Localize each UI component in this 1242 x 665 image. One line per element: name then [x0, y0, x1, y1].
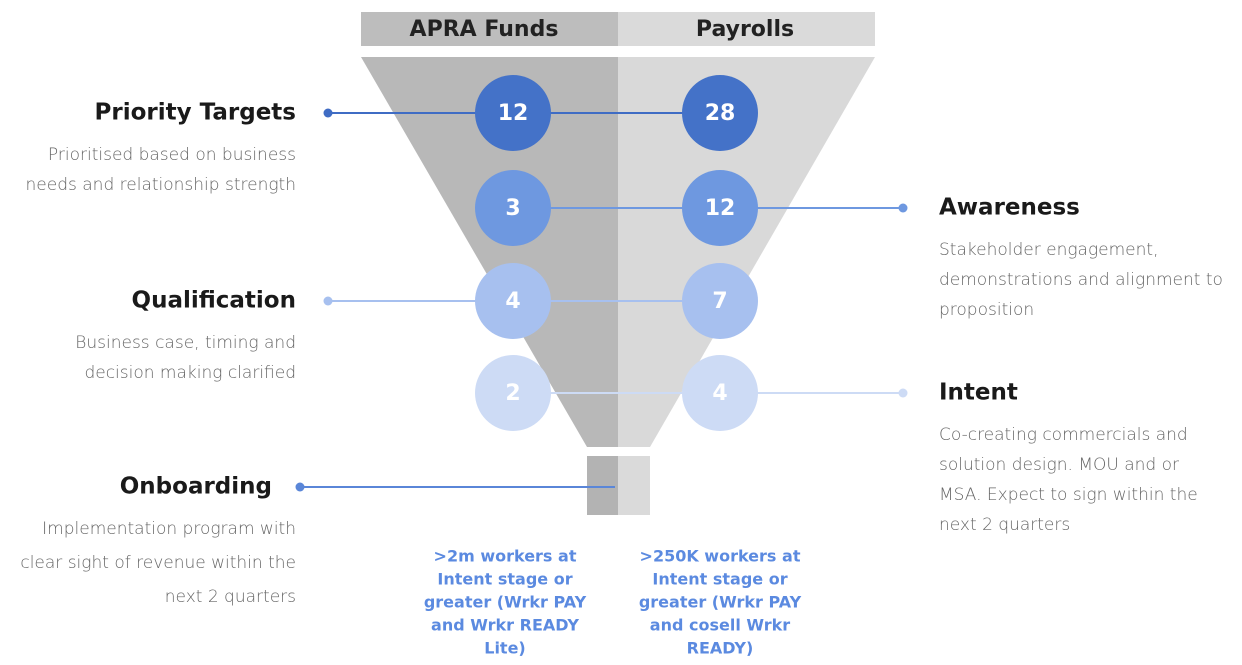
stage-description: proposition	[939, 300, 1034, 320]
stage-value: 3	[505, 196, 520, 221]
stage-description: Co-creating commercials and	[939, 425, 1188, 445]
column-header: Payrolls	[696, 17, 794, 42]
stem-left	[587, 456, 618, 515]
stage-value: 7	[712, 289, 727, 314]
header-right	[618, 12, 875, 46]
stage-value: 28	[705, 101, 736, 126]
stage-label: Qualification	[132, 288, 296, 314]
connector-dot	[295, 482, 305, 492]
stage-description: next 2 quarters	[165, 587, 296, 607]
stage-label: Awareness	[939, 195, 1080, 221]
footnote: >250K workers at	[640, 547, 801, 566]
footnote: READY)	[687, 639, 754, 658]
footnote: greater (Wrkr PAY	[424, 593, 587, 612]
footnote: and Wrkr READY	[431, 616, 579, 635]
funnel-left	[361, 57, 618, 447]
funnel-right	[618, 57, 875, 447]
stage-circle	[475, 170, 551, 246]
footnote: Lite)	[484, 639, 526, 658]
stem-right	[618, 456, 650, 515]
connector-dot	[898, 203, 908, 213]
stage-circle	[475, 355, 551, 431]
stage-value: 4	[505, 289, 520, 314]
stage-description: demonstrations and alignment to	[939, 270, 1223, 290]
stage-value: 2	[505, 381, 520, 406]
stage-label: Intent	[939, 380, 1018, 406]
stage-description: Business case, timing and	[75, 333, 296, 353]
stage-circle	[475, 263, 551, 339]
header-left	[361, 12, 618, 46]
stage-circle	[682, 170, 758, 246]
stage-description: MSA. Expect to sign within the	[939, 485, 1198, 505]
stage-circle	[682, 263, 758, 339]
stage-circle	[475, 75, 551, 151]
connector-dot	[323, 296, 333, 306]
stage-description: Implementation program with	[42, 519, 296, 539]
stage-description: clear sight of revenue within the	[20, 553, 296, 573]
footnote: Intent stage or	[437, 570, 572, 589]
footnote: and cosell Wrkr	[650, 616, 791, 635]
stage-circle	[682, 355, 758, 431]
column-header: APRA Funds	[410, 17, 559, 42]
stage-description: Stakeholder engagement,	[939, 240, 1159, 260]
footnote: greater (Wrkr PAY	[639, 593, 802, 612]
stage-description: solution design. MOU and or	[939, 455, 1179, 475]
stage-value: 12	[705, 196, 736, 221]
connector-dot	[323, 108, 333, 118]
stage-label: Priority Targets	[95, 100, 296, 126]
footnote: >2m workers at	[434, 547, 577, 566]
connector-dot	[898, 388, 908, 398]
stage-description: Prioritised based on business	[48, 145, 296, 165]
stage-circle	[682, 75, 758, 151]
stage-description: decision making clarified	[84, 363, 296, 383]
footnote: Intent stage or	[652, 570, 787, 589]
stage-value: 4	[712, 381, 727, 406]
stage-value: 12	[498, 101, 529, 126]
stage-description: next 2 quarters	[939, 515, 1070, 535]
stage-label: Onboarding	[120, 474, 272, 500]
stage-description: needs and relationship strength	[26, 175, 296, 195]
